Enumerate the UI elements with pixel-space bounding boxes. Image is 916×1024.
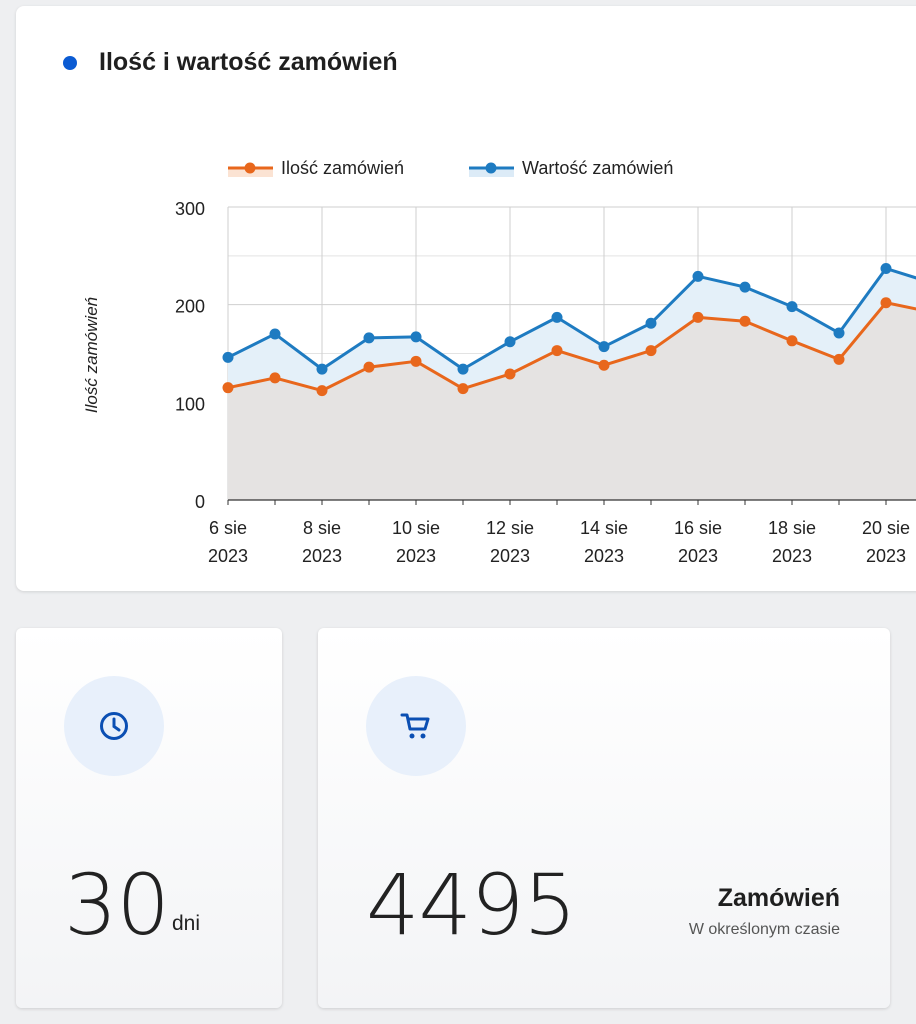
- x-tick-label-year: 2023: [772, 546, 812, 566]
- value-series-point: [645, 317, 657, 329]
- x-tick-label: 18 sie: [768, 518, 816, 538]
- x-tick-label-year: 2023: [396, 546, 436, 566]
- x-tick-label: 6 sie: [209, 518, 247, 538]
- clock-icon: [100, 712, 128, 740]
- x-tick-label: 20 sie: [862, 518, 910, 538]
- x-tick-label: 16 sie: [674, 518, 722, 538]
- x-tick-label: 14 sie: [580, 518, 628, 538]
- quantity-series-point: [363, 361, 375, 373]
- orders-chart-card: Ilość i wartość zamówień 0 100 200 300 6 sie…: [16, 6, 916, 591]
- quantity-series-point: [833, 353, 845, 365]
- quantity-series-point: [598, 359, 610, 371]
- x-tick-label-year: 2023: [302, 546, 342, 566]
- value-series-area: [228, 268, 916, 391]
- value-series-point: [598, 341, 610, 353]
- days-unit: dni: [172, 912, 201, 935]
- quantity-series-point: [739, 315, 751, 327]
- orders-line-chart: 0 100 200 300 6 sie 2023 8 sie 2023 10 sie 2023 12…: [82, 158, 916, 566]
- legend-value-label: Wartość zamówień: [522, 158, 673, 178]
- y-tick-label: 200: [175, 297, 205, 317]
- cart-icon: [400, 713, 430, 739]
- quantity-series-point: [504, 368, 516, 380]
- quantity-series-point: [551, 345, 563, 357]
- y-axis-label: Ilość zamówień: [82, 297, 101, 413]
- quantity-series-point: [222, 382, 234, 394]
- chart-title: Ilość i wartość zamówień: [99, 48, 398, 76]
- value-series-point: [363, 332, 375, 344]
- x-tick-label-year: 2023: [584, 546, 624, 566]
- value-series-point: [504, 336, 516, 348]
- quantity-series-line: [227, 301, 916, 393]
- value-series-point: [739, 281, 751, 293]
- x-tick-label-year: 2023: [208, 546, 248, 566]
- quantity-series-point: [269, 372, 281, 384]
- y-tick-label: 0: [195, 492, 205, 512]
- quantity-series-point: [645, 345, 657, 357]
- y-tick-label: 300: [175, 199, 205, 219]
- x-tick-label-year: 2023: [678, 546, 718, 566]
- legend-quantity-label: Ilość zamówień: [281, 158, 404, 178]
- title-dot-icon: [63, 55, 77, 70]
- value-series-point: [880, 263, 892, 275]
- value-series-line: [227, 267, 916, 371]
- orders-stat-card: 4495 Zamówień W określonym czasie: [318, 628, 890, 1008]
- x-tick-label-year: 2023: [490, 546, 530, 566]
- legend-quantity-swatch-point: [244, 162, 256, 174]
- quantity-series-point: [410, 355, 422, 367]
- value-series-point: [786, 301, 798, 313]
- x-tick-label: 12 sie: [486, 518, 534, 538]
- quantity-series-point: [316, 385, 328, 397]
- orders-label: Zamówień W określonym czasie: [689, 884, 840, 939]
- value-series-point: [551, 311, 563, 323]
- quantity-series-area: [228, 302, 916, 500]
- x-tick-label: 10 sie: [392, 518, 440, 538]
- cart-icon-circle: [366, 676, 466, 776]
- quantity-series-point: [457, 383, 469, 395]
- y-tick-label: 100: [175, 394, 205, 414]
- value-series-point: [457, 363, 469, 375]
- value-series-point: [833, 327, 845, 339]
- orders-value: 4495: [366, 856, 577, 954]
- days-stat-card: 30 dni: [16, 628, 282, 1008]
- orders-title: Zamówień: [717, 884, 840, 912]
- x-tick-label-year: 2023: [866, 546, 906, 566]
- value-series-point: [316, 363, 328, 375]
- chart-title-row: Ilość i wartość zamówień: [63, 48, 398, 77]
- clock-icon-circle: [64, 676, 164, 776]
- value-series-point: [222, 351, 234, 363]
- days-value: 30: [64, 856, 170, 954]
- quantity-series-point: [786, 335, 798, 347]
- value-series-point: [692, 270, 704, 282]
- quantity-series-point: [880, 297, 892, 309]
- value-series-point: [410, 331, 422, 343]
- x-tick-label: 8 sie: [303, 518, 341, 538]
- legend-value-swatch-point: [485, 162, 497, 174]
- orders-subtitle: W określonym czasie: [688, 921, 840, 938]
- quantity-series-point: [692, 311, 704, 323]
- value-series-point: [269, 328, 281, 340]
